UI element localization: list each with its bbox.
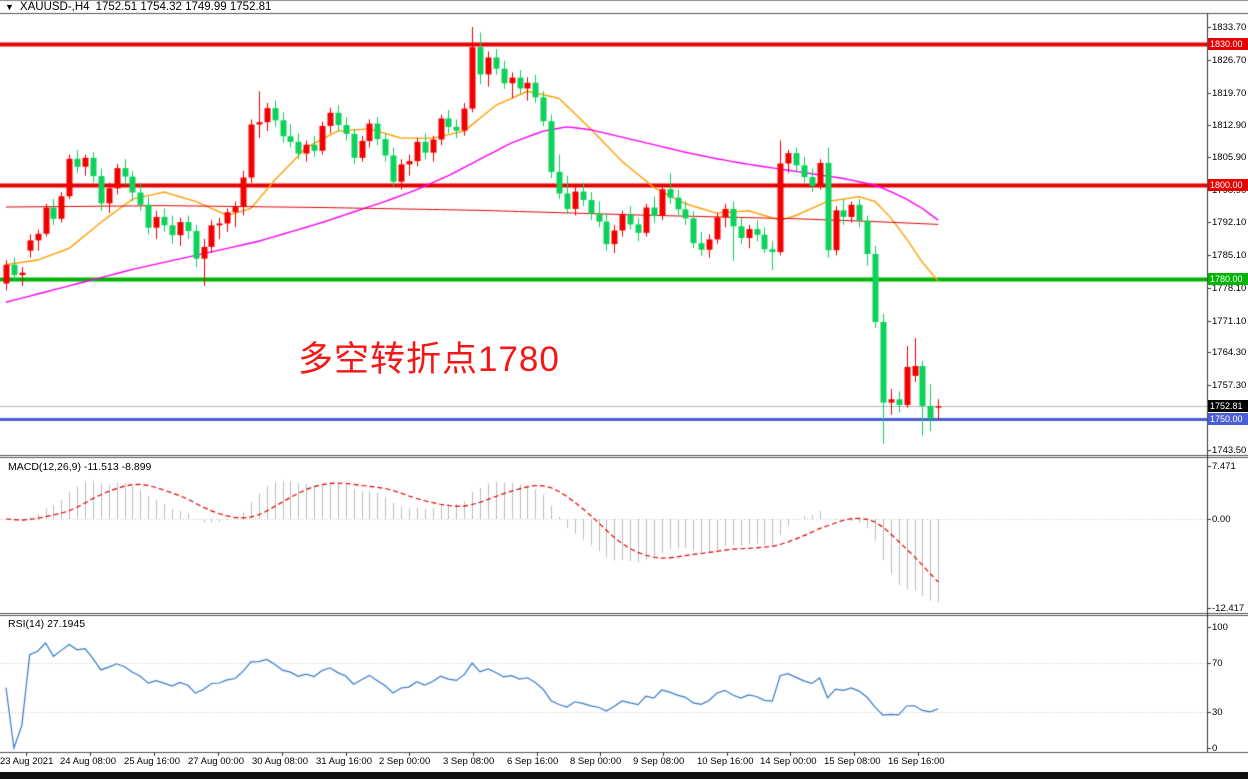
price-axis-label: 1805.90: [1212, 152, 1247, 164]
macd-axis-label: 0.00: [1212, 514, 1231, 525]
date-axis-label: 30 Aug 08:00: [252, 756, 308, 767]
price-badge: 1830.00: [1208, 38, 1248, 51]
date-axis-label: 23 Aug 2021: [0, 756, 54, 767]
price-axis-label: 1757.30: [1212, 380, 1247, 392]
date-axis-label: 2 Sep 00:00: [379, 756, 431, 767]
date-axis-label: 6 Sep 16:00: [507, 756, 559, 767]
price-axis-label: 1826.70: [1212, 54, 1247, 66]
date-axis-label: 8 Sep 00:00: [570, 756, 622, 767]
price-axis-label: 1764.30: [1212, 347, 1247, 359]
date-axis-label: 25 Aug 16:00: [124, 756, 180, 767]
price-axis-label: 1792.10: [1212, 217, 1247, 229]
date-axis-label: 16 Sep 16:00: [888, 756, 945, 767]
macd-axis-label: -12.417: [1212, 602, 1245, 614]
symbol-timeframe-label: XAUUSD-,H4: [19, 1, 90, 13]
chart-title-bar: ▼ XAUUSD-,H4 1752.51 1754.32 1749.99 175…: [5, 1, 271, 13]
chart-text-annotation[interactable]: 多空转折点1780: [298, 340, 560, 379]
price-badge: 1750.00: [1208, 413, 1248, 426]
rsi-axis-label: 30: [1212, 706, 1223, 718]
price-badge: 1780.00: [1208, 272, 1248, 285]
rsi-axis-label: 70: [1212, 658, 1223, 670]
date-axis-label: 9 Sep 08:00: [633, 756, 685, 767]
price-badge: 1752.81: [1208, 400, 1248, 413]
price-axis-label: 1833.70: [1212, 22, 1247, 33]
price-axis-label: 1785.10: [1212, 249, 1247, 261]
rsi-indicator-label: RSI(14) 27.1945: [8, 618, 86, 630]
date-axis-label: 14 Sep 00:00: [760, 756, 817, 767]
price-axis-label: 1771.10: [1212, 315, 1247, 327]
price-badge: 1800.00: [1208, 179, 1248, 192]
price-axis-label: 1812.90: [1212, 119, 1247, 131]
horizontal-scrollbar[interactable]: [0, 772, 1248, 779]
price-axis-label: 1778.10: [1212, 282, 1247, 294]
ohlc-values-label: 1752.51 1754.32 1749.99 1752.81: [95, 1, 272, 13]
chart-dropdown-icon[interactable]: ▼: [5, 2, 14, 12]
date-axis-label: 24 Aug 08:00: [60, 756, 116, 767]
price-axis-label: 1743.50: [1212, 444, 1247, 456]
date-axis-label: 27 Aug 00:00: [188, 756, 244, 767]
macd-indicator-label: MACD(12,26,9) -11.513 -8.899: [8, 461, 152, 473]
macd-axis-label: 7.471: [1212, 460, 1236, 472]
price-axis-label: 1819.70: [1212, 87, 1247, 99]
date-axis-label: 3 Sep 08:00: [443, 756, 495, 767]
date-axis-label: 10 Sep 16:00: [697, 756, 754, 767]
date-axis-label: 15 Sep 08:00: [824, 756, 881, 767]
rsi-axis-label: 100: [1212, 622, 1228, 633]
date-axis-label: 31 Aug 16:00: [316, 756, 372, 767]
rsi-axis-label: 0: [1212, 743, 1218, 754]
